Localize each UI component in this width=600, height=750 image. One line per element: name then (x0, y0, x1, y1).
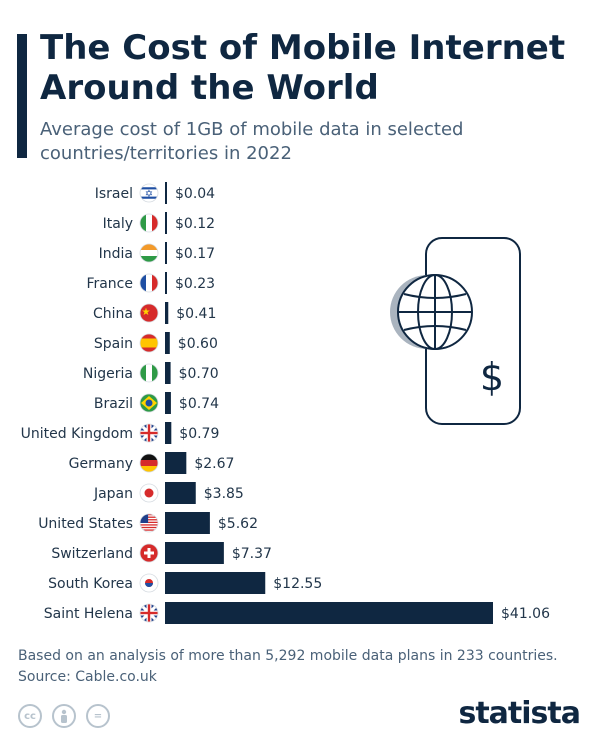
dollar-symbol: $ (480, 355, 504, 399)
category-label: South Korea (48, 576, 133, 592)
israel-flag: ✡ (139, 183, 159, 203)
uk-flag (139, 423, 159, 443)
bar (165, 572, 266, 594)
spain-flag (139, 333, 159, 353)
value-label: $0.12 (175, 216, 215, 232)
category-label: Saint Helena (44, 606, 133, 622)
category-label: Germany (69, 456, 133, 472)
bar (165, 182, 167, 204)
bar (165, 452, 187, 474)
smartphone-globe-dollar-icon: $ (390, 237, 521, 425)
saint-helena-flag (139, 603, 159, 623)
bar-chart: Israel ✡ $0.04 Italy $0.12 India $0.17 France $0… (21, 182, 550, 624)
value-label: $0.23 (175, 276, 215, 292)
svg-text:✡: ✡ (145, 189, 153, 200)
license-icons: cc = (18, 704, 110, 728)
italy-flag (139, 213, 159, 233)
category-label: Switzerland (51, 546, 133, 562)
bar (165, 482, 196, 504)
category-label: United Kingdom (21, 426, 133, 442)
value-label: $3.85 (204, 486, 244, 502)
category-label: France (86, 276, 133, 292)
chart-subtitle: Average cost of 1GB of mobile data in se… (40, 119, 464, 164)
france-flag (139, 273, 159, 293)
title-accent-bar (17, 34, 27, 158)
value-label: $0.04 (175, 186, 215, 202)
value-label: $2.67 (194, 456, 234, 472)
value-label: $0.60 (178, 336, 218, 352)
value-label: $0.79 (179, 426, 219, 442)
methodology-note: Based on an analysis of more than 5,292 … (18, 648, 558, 664)
statista-logo[interactable]: statista (458, 696, 581, 731)
value-label: $0.17 (175, 246, 215, 262)
category-label: Spain (94, 336, 133, 352)
bar (165, 392, 171, 414)
value-label: $5.62 (218, 516, 258, 532)
bar (165, 212, 167, 234)
south-korea-flag (139, 573, 159, 593)
bar (165, 242, 167, 264)
svg-text:★: ★ (142, 307, 151, 318)
value-label: $0.70 (179, 366, 219, 382)
category-label: India (99, 246, 133, 262)
category-label: Italy (103, 216, 133, 232)
brazil-flag (139, 393, 159, 413)
category-label: Nigeria (83, 366, 133, 382)
value-label: $12.55 (273, 576, 322, 592)
bar (165, 512, 210, 534)
japan-flag (139, 483, 159, 503)
footer: Based on an analysis of more than 5,292 … (18, 646, 578, 688)
category-label: Israel (95, 186, 133, 202)
category-label: Japan (93, 486, 133, 502)
bar (165, 602, 493, 624)
germany-flag (139, 453, 159, 473)
category-label: China (93, 306, 133, 322)
value-label: $41.06 (501, 606, 550, 622)
chart-title: The Cost of Mobile Internet Around the W… (40, 28, 566, 108)
nigeria-flag (139, 363, 159, 383)
bar (165, 302, 169, 324)
value-label: $0.41 (176, 306, 216, 322)
category-label: United States (38, 516, 133, 532)
source-note: Source: Cable.co.uk (18, 669, 157, 685)
cc-license-icon[interactable]: cc (18, 704, 42, 728)
bar (165, 422, 172, 444)
value-label: $7.37 (232, 546, 272, 562)
bar (165, 332, 170, 354)
attribution-icon[interactable] (52, 704, 76, 728)
bar (165, 542, 224, 564)
india-flag (139, 243, 159, 263)
bar (165, 362, 171, 384)
china-flag: ★ (139, 303, 159, 323)
bar (165, 272, 167, 294)
usa-flag (139, 513, 159, 533)
category-label: Brazil (94, 396, 133, 412)
value-label: $0.74 (179, 396, 219, 412)
switzerland-flag (139, 543, 159, 563)
no-derivatives-icon[interactable]: = (86, 704, 110, 728)
